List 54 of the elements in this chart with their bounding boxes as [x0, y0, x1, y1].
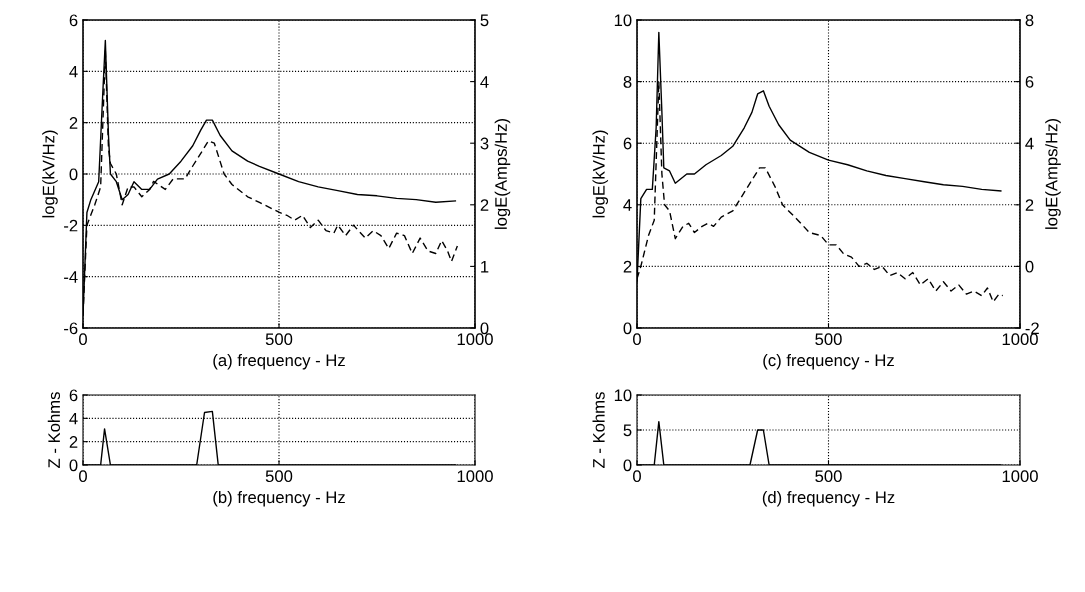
- y2-tick-label: 2: [480, 199, 489, 211]
- y-axis-title: logE(kV/Hz): [592, 130, 609, 218]
- y2-axis-title: logE(Amps/Hz): [1045, 119, 1061, 229]
- y-tick-label: -4: [64, 271, 78, 283]
- y2-tick-label: 1: [481, 260, 489, 273]
- x-axis-title: (b) frequency - Hz: [213, 490, 345, 507]
- y2-tick-label: 0: [1025, 260, 1034, 273]
- y-tick-label: 2: [69, 436, 78, 448]
- y-tick-label: 5: [623, 424, 632, 437]
- x-tick-label: 1000: [1002, 470, 1038, 483]
- y-tick-label: 0: [623, 459, 632, 472]
- y-tick-label: 2: [69, 117, 78, 129]
- x-tick-label: 1000: [457, 333, 493, 346]
- x-tick-label: 0: [633, 333, 641, 346]
- x-tick-label: 500: [265, 333, 293, 346]
- y2-tick-label: 4: [1025, 137, 1034, 150]
- x-tick-label: 500: [265, 470, 293, 483]
- y-tick-label: 2: [623, 260, 632, 273]
- y-tick-label: 0: [69, 459, 78, 472]
- x-tick-label: 1000: [1002, 333, 1038, 346]
- y-tick-label: 4: [69, 412, 78, 425]
- x-axis-title: (c) frequency - Hz: [763, 353, 894, 370]
- y2-tick-label: 2: [1025, 199, 1034, 211]
- y-tick-label: 4: [69, 65, 78, 78]
- y-tick-label: -2: [64, 219, 78, 232]
- x-tick-label: 0: [79, 333, 87, 346]
- y-tick-label: 10: [614, 14, 632, 27]
- y-tick-label: 6: [623, 137, 632, 150]
- y2-tick-label: 4: [480, 76, 489, 88]
- x-axis-title: (a) frequency - Hz: [213, 353, 345, 370]
- y2-axis-title: logE(Amps/Hz): [494, 119, 511, 229]
- y-tick-label: 6: [69, 14, 78, 27]
- y-tick-label: 0: [69, 168, 78, 181]
- x-tick-label: 0: [79, 470, 87, 483]
- y2-tick-label: 8: [1025, 14, 1034, 27]
- y2-tick-label: 0: [480, 322, 489, 335]
- x-axis-title: (d) frequency - Hz: [762, 490, 895, 507]
- x-tick-label: 1000: [457, 470, 493, 483]
- y-tick-label: 6: [69, 389, 78, 402]
- y-tick-label: 8: [623, 76, 632, 88]
- y2-tick-label: 3: [480, 137, 489, 150]
- y-axis-title: Z - Kohms: [592, 392, 605, 468]
- x-tick-label: 500: [815, 470, 842, 483]
- y-axis-title: logE(kV/Hz): [42, 130, 58, 218]
- y-axis-title: Z - Kohms: [47, 392, 61, 468]
- y2-tick-label: 6: [1025, 76, 1034, 88]
- y2-tick-label: 5: [480, 14, 489, 27]
- y2-tick-label: -2: [1025, 322, 1039, 335]
- x-tick-label: 0: [633, 470, 641, 483]
- x-tick-label: 500: [815, 333, 842, 346]
- y-tick-label: 10: [614, 389, 632, 402]
- y-tick-label: -6: [64, 322, 78, 335]
- y-tick-label: 0: [623, 322, 632, 335]
- y-tick-label: 4: [623, 199, 632, 211]
